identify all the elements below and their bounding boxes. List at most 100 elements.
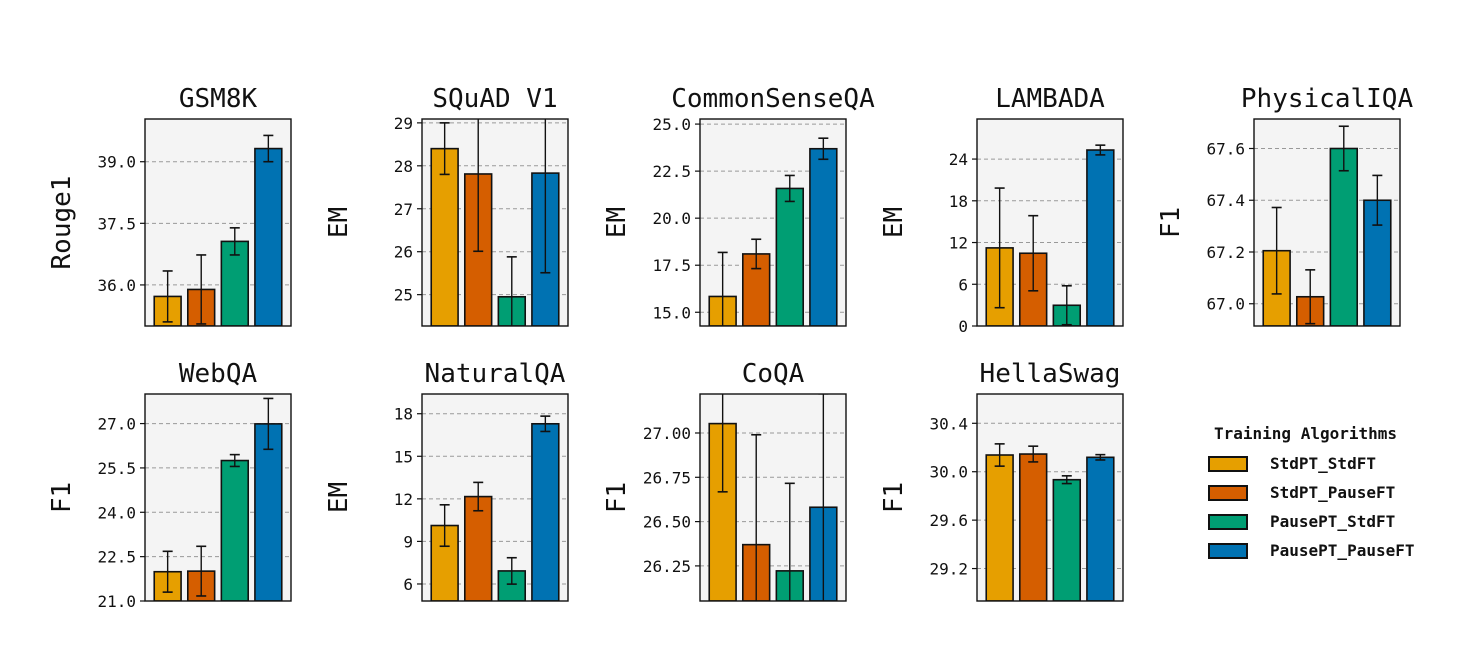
y-tick-label: 30.4 xyxy=(929,414,968,433)
y-axis-label: EM xyxy=(324,482,354,513)
bar-pausept-stdft xyxy=(1329,147,1359,326)
axes-frame xyxy=(144,118,292,327)
bar-pausept-pauseft xyxy=(1086,456,1115,601)
y-tick-label: 36.0 xyxy=(97,276,136,295)
legend-swatch xyxy=(1208,513,1248,530)
y-tick-label: 27.0 xyxy=(97,415,136,434)
y-axis-label: F1 xyxy=(602,482,632,513)
subplot-title: HellaSwag xyxy=(980,359,1121,389)
y-tick-label: 26 xyxy=(394,243,413,262)
legend-swatch xyxy=(1208,484,1248,501)
y-tick-label: 21.0 xyxy=(97,592,136,611)
legend-item-pausept-stdft: PausePT_StdFT xyxy=(1204,507,1415,536)
y-tick-label: 12 xyxy=(949,234,968,253)
subplot-title: SQuAD V1 xyxy=(432,84,557,114)
axes-frame xyxy=(976,393,1124,602)
y-tick-label: 39.0 xyxy=(97,153,136,172)
y-tick-label: 67.0 xyxy=(1206,295,1245,314)
y-tick-label: 15.0 xyxy=(652,303,691,322)
bar-pausept-pauseft xyxy=(254,423,283,601)
y-tick-label: 37.5 xyxy=(97,214,136,233)
subplot-title: CommonSenseQA xyxy=(671,84,875,114)
subplot-squad-v1: 25 26 27 28 29 SQuAD V1 EM xyxy=(324,84,569,327)
axes-frame xyxy=(421,393,569,602)
subplot-title: GSM8K xyxy=(179,84,258,114)
bar-stdpt-stdft xyxy=(985,454,1014,601)
y-tick-label: 24 xyxy=(949,150,968,169)
subplot-hellaswag: 29.2 29.6 30.0 30.4 HellaSwag F1 xyxy=(879,359,1124,602)
y-tick-label: 25 xyxy=(394,286,413,305)
bar-pausept-stdft xyxy=(775,187,805,326)
legend-label: PausePT_StdFT xyxy=(1270,512,1396,531)
y-tick-label: 22.5 xyxy=(97,548,136,567)
y-tick-label: 22.5 xyxy=(652,162,691,181)
legend-label: StdPT_PauseFT xyxy=(1270,483,1396,502)
legend: Training Algorithms StdPT_StdFT StdPT_Pa… xyxy=(1204,424,1415,565)
legend-title: Training Algorithms xyxy=(1214,424,1398,443)
legend-swatch xyxy=(1208,455,1248,472)
subplot-physicaliqa: 67.0 67.2 67.4 67.6 PhysicalIQA F1 xyxy=(1156,84,1414,327)
y-tick-label: 67.4 xyxy=(1206,191,1245,210)
y-tick-label: 67.2 xyxy=(1206,243,1245,262)
bar-pausept-pauseft xyxy=(1086,149,1115,326)
bar-pausept-pauseft xyxy=(531,422,560,601)
legend-item-stdpt-pauseft: StdPT_PauseFT xyxy=(1204,478,1415,507)
subplot-title: PhysicalIQA xyxy=(1241,84,1414,114)
y-tick-label: 18 xyxy=(949,192,968,211)
y-tick-label: 0 xyxy=(958,317,968,336)
y-axis-label: EM xyxy=(879,207,909,238)
bar-stdpt-pauseft xyxy=(463,495,493,601)
axes-frame xyxy=(1253,118,1401,327)
y-tick-label: 9 xyxy=(403,532,413,551)
y-tick-label: 20.0 xyxy=(652,209,691,228)
bar-pausept-stdft xyxy=(1052,478,1082,601)
y-axis-label: F1 xyxy=(879,482,909,513)
y-axis-label: EM xyxy=(602,207,632,238)
bar-pausept-pauseft xyxy=(254,147,283,326)
y-tick-label: 30.0 xyxy=(929,463,968,482)
legend-label: StdPT_StdFT xyxy=(1270,454,1376,473)
axes-frame xyxy=(699,393,847,602)
y-axis-label: EM xyxy=(324,207,354,238)
subplot-lambada: 0 6 12 18 24 LAMBADA EM xyxy=(879,84,1124,336)
subplot-naturalqa: 6 9 12 15 18 NaturalQA EM xyxy=(324,359,569,602)
axes-frame xyxy=(421,118,569,327)
y-tick-label: 25.0 xyxy=(652,115,691,134)
y-tick-label: 24.0 xyxy=(97,503,136,522)
legend-label: PausePT_PauseFT xyxy=(1270,541,1415,560)
legend-item-pausept-pauseft: PausePT_PauseFT xyxy=(1204,536,1415,565)
bar-stdpt-pauseft xyxy=(1018,453,1048,601)
y-tick-label: 6 xyxy=(403,575,413,594)
y-tick-label: 26.75 xyxy=(643,468,691,487)
subplot-webqa: 21.0 22.5 24.0 25.5 27.0 WebQA F1 xyxy=(47,359,292,611)
axes-frame xyxy=(976,118,1124,327)
subplot-title: NaturalQA xyxy=(425,359,566,389)
y-axis-label: F1 xyxy=(47,482,77,513)
legend-swatch xyxy=(1208,542,1248,559)
y-tick-label: 28 xyxy=(394,157,413,176)
y-tick-label: 27 xyxy=(394,200,413,219)
bar-pausept-stdft xyxy=(220,459,250,601)
y-tick-label: 6 xyxy=(958,275,968,294)
y-tick-label: 26.25 xyxy=(643,557,691,576)
y-tick-label: 29 xyxy=(394,114,413,133)
axes-frame xyxy=(699,118,847,327)
bar-pausept-pauseft xyxy=(809,147,838,326)
subplot-gsm8k: 36.0 37.5 39.0 GSM8K Rouge1 xyxy=(47,84,292,327)
y-tick-label: 17.5 xyxy=(652,256,691,275)
y-tick-label: 29.6 xyxy=(929,511,968,530)
legend-item-stdpt-stdft: StdPT_StdFT xyxy=(1204,449,1415,478)
y-tick-label: 12 xyxy=(394,490,413,509)
y-tick-label: 25.5 xyxy=(97,459,136,478)
subplot-coqa: 26.25 26.50 26.75 27.00 CoQA F1 xyxy=(602,359,847,602)
y-axis-label: F1 xyxy=(1156,207,1186,238)
y-tick-label: 29.2 xyxy=(929,560,968,579)
y-tick-label: 15 xyxy=(394,447,413,466)
axes-frame xyxy=(144,393,292,602)
bar-stdpt-stdft xyxy=(430,147,459,326)
y-tick-label: 27.00 xyxy=(643,424,691,443)
subplot-title: LAMBADA xyxy=(995,84,1105,114)
y-tick-label: 26.50 xyxy=(643,513,691,532)
